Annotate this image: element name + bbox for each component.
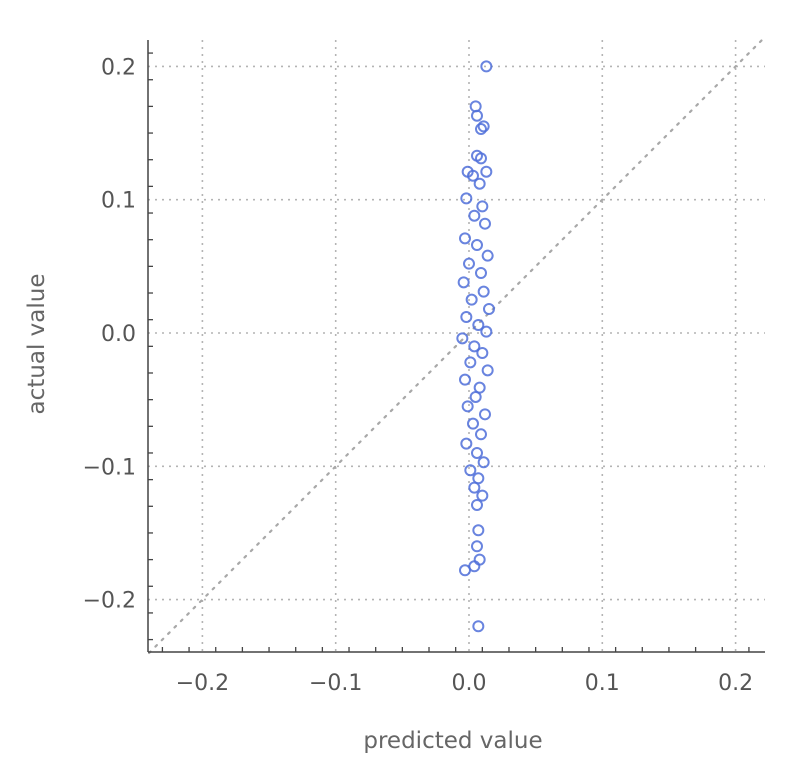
- data-point: [470, 109, 483, 122]
- y-axis-label: actual value: [24, 274, 50, 415]
- data-point: [480, 60, 493, 73]
- data-point: [481, 249, 494, 262]
- data-point: [460, 311, 473, 324]
- data-point: [470, 446, 483, 459]
- x-tick-label: 0.2: [718, 671, 753, 696]
- data-point: [472, 524, 485, 537]
- data-point: [468, 481, 481, 494]
- data-point: [472, 620, 485, 633]
- data-point: [465, 293, 478, 306]
- data-point: [466, 417, 479, 430]
- x-tick-label: −0.2: [176, 671, 229, 696]
- data-point: [468, 340, 481, 353]
- x-axis-ticks: −0.2 −0.1 0.0 0.1 0.2: [161, 647, 753, 696]
- x-tick-label: −0.1: [309, 671, 362, 696]
- data-point: [459, 232, 472, 245]
- data-point: [457, 276, 470, 289]
- data-point: [480, 165, 493, 178]
- data-point: [469, 390, 482, 403]
- data-point: [456, 332, 469, 345]
- data-point: [473, 177, 486, 190]
- data-point: [470, 540, 483, 553]
- grid-lines: [148, 40, 765, 652]
- y-tick-label: −0.2: [83, 589, 136, 614]
- x-tick-label: 0.1: [585, 671, 620, 696]
- data-point: [466, 169, 479, 182]
- y-tick-label: 0.0: [101, 322, 136, 347]
- data-point: [482, 303, 495, 316]
- y-tick-label: 0.2: [101, 55, 136, 80]
- data-point: [478, 217, 491, 230]
- data-point: [477, 456, 490, 469]
- y-tick-label: −0.1: [83, 455, 136, 480]
- data-point: [463, 257, 475, 270]
- data-point: [474, 152, 487, 165]
- data-point: [481, 364, 494, 377]
- data-point: [476, 200, 489, 213]
- data-point: [464, 356, 477, 369]
- data-point: [459, 373, 472, 386]
- data-point: [477, 285, 490, 298]
- data-point: [474, 428, 487, 441]
- data-point: [468, 209, 481, 222]
- data-point: [460, 192, 473, 205]
- y-axis-ticks: −0.2 −0.1 0.0 0.1 0.2: [83, 52, 153, 641]
- data-point: [470, 239, 483, 252]
- data-point: [477, 120, 490, 133]
- reference-diagonal-line: [147, 38, 764, 655]
- data-point: [459, 564, 472, 577]
- data-point: [474, 123, 487, 136]
- data-point: [472, 319, 485, 332]
- data-point: [474, 267, 487, 280]
- data-point: [478, 408, 491, 421]
- data-point: [461, 400, 474, 413]
- data-point: [480, 325, 493, 338]
- data-point: [464, 464, 477, 477]
- x-axis-label: predicted value: [363, 728, 542, 754]
- data-point: [473, 553, 486, 566]
- y-tick-label: 0.1: [101, 189, 136, 214]
- data-point: [476, 346, 489, 359]
- data-points: [456, 60, 495, 633]
- x-tick-label: 0.0: [452, 671, 487, 696]
- data-point: [476, 489, 489, 502]
- data-point: [460, 437, 473, 450]
- data-point: [470, 498, 483, 511]
